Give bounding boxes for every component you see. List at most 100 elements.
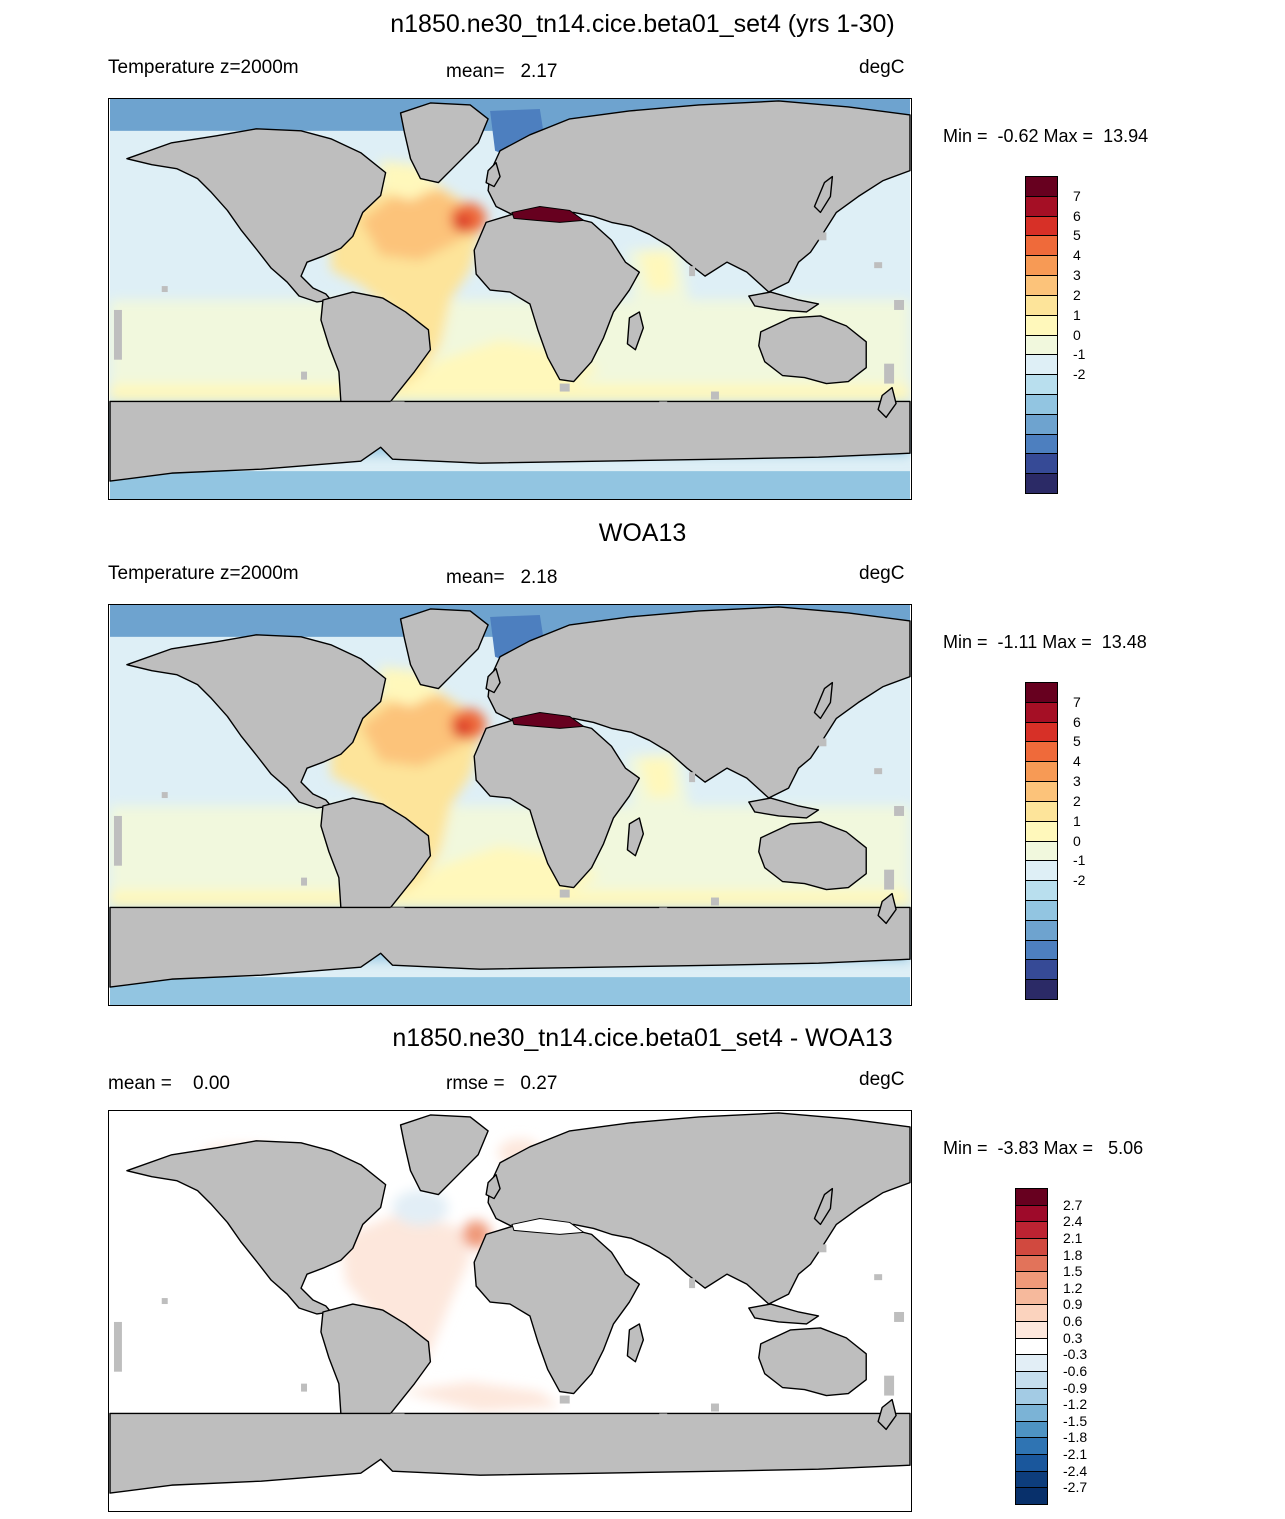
colorbar-tick-label: -0.9: [1063, 1379, 1088, 1396]
colorbar-swatch: [1015, 1188, 1048, 1206]
colorbar-swatch: [1025, 453, 1058, 475]
land-madagascar: [626, 1323, 645, 1363]
panel2-left-label: Temperature z=2000m: [108, 563, 299, 584]
colorbar-swatch: [1015, 1437, 1048, 1456]
missing-data-cells: [113, 738, 905, 942]
colorbar-swatch: [1025, 880, 1058, 901]
land-antarctica: [109, 400, 911, 482]
colorbar-tick-label: -2.4: [1063, 1462, 1088, 1479]
panel2-minmax: Min = -1.11 Max = 13.48: [943, 632, 1147, 652]
land-madagascar: [626, 311, 645, 351]
colorbar-swatch: [1025, 899, 1058, 921]
colorbar-swatch: [1025, 741, 1058, 763]
land-madagascar: [626, 817, 645, 857]
colorbar-tick-label: 6: [1073, 713, 1081, 730]
panel1-title: n1850.ne30_tn14.cice.beta01_set4 (yrs 1-…: [390, 10, 895, 38]
colorbar-tick-label: 2: [1073, 286, 1081, 303]
colorbar-swatch: [1025, 919, 1058, 941]
colorbar-tick-label: -1.2: [1063, 1396, 1088, 1413]
colorbar-swatch: [1025, 275, 1058, 296]
colorbar-swatch: [1025, 800, 1058, 822]
colorbar-tick-label: 2.4: [1063, 1213, 1083, 1230]
land-uk: [485, 1173, 501, 1200]
colorbar-swatch: [1025, 721, 1058, 743]
land-australia: [758, 821, 867, 891]
colorbar-tick-label: 0: [1073, 832, 1081, 849]
colorbar-swatch: [1015, 1271, 1048, 1289]
colorbar-tick-label: 2.7: [1063, 1196, 1083, 1213]
colorbar-tick-label: 7: [1073, 187, 1081, 204]
colorbar-swatch: [1025, 374, 1058, 395]
panel2-colorbar: 7 6 5 4 3 2 1 0 -1 -2: [1025, 682, 1085, 1000]
panel3-title: n1850.ne30_tn14.cice.beta01_set4 - WOA13: [392, 1024, 893, 1052]
land-newzealand: [877, 386, 897, 419]
colorbar-swatch: [1015, 1237, 1048, 1256]
land-indonesia: [748, 291, 820, 313]
colorbar-swatch: [1015, 1487, 1048, 1505]
colorbar-swatch: [1015, 1304, 1048, 1323]
colorbar-swatch: [1025, 761, 1058, 783]
panel1-map: [108, 98, 912, 500]
colorbar-swatch: [1025, 682, 1058, 703]
land-japan: [813, 1187, 834, 1226]
panel3-map: [108, 1110, 912, 1512]
land-australia: [758, 1327, 867, 1397]
colorbar-swatch: [1015, 1387, 1048, 1406]
land-antarctica: [109, 1412, 911, 1494]
colorbar-swatch: [1025, 860, 1058, 882]
panel2-map: [108, 604, 912, 1006]
land-indonesia: [748, 797, 820, 819]
land-japan: [813, 681, 834, 720]
colorbar-tick-label: 7: [1073, 693, 1081, 710]
mediterranean-sea: [511, 711, 586, 729]
land-antarctica: [109, 906, 911, 988]
colorbar-swatch: [1025, 215, 1058, 237]
southern-edge: [110, 471, 910, 499]
panel1-minmax: Min = -0.62 Max = 13.94: [943, 126, 1149, 146]
colorbar-swatch: [1015, 1287, 1048, 1306]
colorbar-swatch: [1015, 1370, 1048, 1389]
colorbar-tick-label: 3: [1073, 773, 1081, 790]
colorbar-swatch: [1015, 1221, 1048, 1239]
colorbar-tick-label: 2: [1073, 792, 1081, 809]
colorbar-tick-label: 5: [1073, 733, 1081, 750]
colorbar-tick-label: 3: [1073, 267, 1081, 284]
land-masses: [109, 606, 911, 988]
colorbar-swatch: [1015, 1404, 1048, 1422]
panel3-units-label: degC: [859, 1069, 905, 1090]
colorbar-tick-label: 1: [1073, 306, 1081, 323]
panel3-mean-label: mean = 0.00: [108, 1073, 230, 1094]
colorbar-tick-label: 0.6: [1063, 1313, 1083, 1330]
land-greenland: [399, 102, 489, 184]
missing-data-cells: [113, 1244, 905, 1448]
colorbar-swatch: [1025, 354, 1058, 376]
colorbar-swatch: [1015, 1470, 1048, 1489]
land-indonesia: [748, 1303, 820, 1325]
southern-edge: [110, 977, 910, 1005]
land-uk: [485, 667, 501, 694]
panel1-colorbar: 7 6 5 4 3 2 1 0 -1 -2: [1025, 176, 1085, 494]
colorbar-swatch: [1025, 413, 1058, 435]
colorbar-swatch: [1025, 255, 1058, 277]
panel3-minmax: Min = -3.83 Max = 5.06: [943, 1138, 1144, 1158]
colorbar-swatch: [1025, 433, 1058, 455]
colorbar-tick-label: 1.8: [1063, 1246, 1083, 1263]
panel2-units-label: degC: [859, 563, 905, 584]
colorbar-swatch: [1025, 959, 1058, 981]
colorbar-tick-label: 1.2: [1063, 1279, 1083, 1296]
colorbar-swatch: [1025, 176, 1058, 197]
colorbar-swatch: [1025, 840, 1058, 862]
land-masses: [109, 100, 911, 482]
land-greenland: [399, 1114, 489, 1196]
colorbar-swatch: [1015, 1321, 1048, 1339]
colorbar-tick-label: 1.5: [1063, 1263, 1083, 1280]
colorbar-swatch: [1025, 701, 1058, 723]
land-uk: [485, 161, 501, 188]
colorbar-tick-label: -2: [1073, 872, 1086, 889]
colorbar-swatch: [1025, 820, 1058, 842]
colorbar-swatch: [1025, 781, 1058, 802]
panel3-colorbar: 2.7 2.4 2.1 1.8 1.5 1.2 0.9 0.6 0.3 -0.3 -0.6 -0.9-…: [1015, 1188, 1087, 1505]
land-newzealand: [877, 892, 897, 925]
colorbar-tick-label: -1: [1073, 346, 1086, 363]
panel2-mean-label: mean= 2.18: [446, 567, 558, 588]
